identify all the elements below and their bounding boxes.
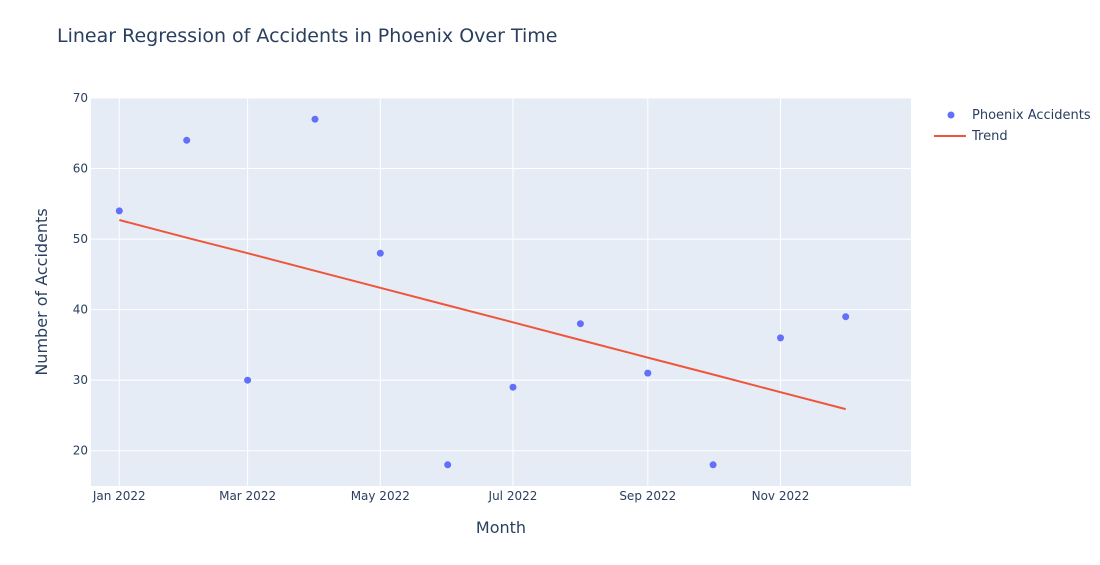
y-tick-label: 60 xyxy=(73,162,88,176)
y-tick-label: 20 xyxy=(73,444,88,458)
legend-marker-icon xyxy=(947,111,955,119)
x-tick-label: Mar 2022 xyxy=(219,489,276,503)
chart-title: Linear Regression of Accidents in Phoeni… xyxy=(57,25,557,47)
x-tick-label: Jan 2022 xyxy=(92,489,146,503)
y-axis-label: Number of Accidents xyxy=(32,208,51,375)
data-point[interactable] xyxy=(576,320,584,328)
data-point[interactable] xyxy=(444,461,452,469)
x-tick-label: Nov 2022 xyxy=(752,489,810,503)
trend-line xyxy=(119,219,846,411)
data-point[interactable] xyxy=(842,313,850,321)
y-tick-label: 40 xyxy=(73,303,88,317)
data-point[interactable] xyxy=(777,334,784,342)
y-tick-label: 30 xyxy=(73,373,88,387)
legend-item-phoenix-accidents[interactable]: Phoenix Accidents xyxy=(947,108,1091,123)
legend-label-trend: Trend xyxy=(971,129,1008,144)
x-axis-label: Month xyxy=(476,518,526,537)
axis-ticks: 20 30 40 50 60 70 Jan 2022 Mar 2022 May 2022 Jul … xyxy=(73,91,810,503)
x-tick-label: May 2022 xyxy=(351,489,410,503)
legend[interactable]: Phoenix Accidents Trend xyxy=(934,108,1091,144)
legend-label-phoenix-accidents: Phoenix Accidents xyxy=(972,108,1091,123)
x-tick-label: Sep 2022 xyxy=(619,489,676,503)
data-point[interactable] xyxy=(509,383,517,391)
legend-item-trend[interactable]: Trend xyxy=(934,129,1008,144)
grid xyxy=(91,97,911,486)
y-tick-label: 70 xyxy=(73,91,88,105)
data-point[interactable] xyxy=(709,461,717,469)
data-point[interactable] xyxy=(376,249,384,257)
trend-series xyxy=(119,219,846,411)
data-point[interactable] xyxy=(244,376,252,384)
data-point[interactable] xyxy=(644,369,652,377)
data-point[interactable] xyxy=(183,136,191,144)
data-point[interactable] xyxy=(115,207,123,215)
y-tick-label: 50 xyxy=(73,232,88,246)
plot-area xyxy=(91,98,911,486)
scatter-series xyxy=(115,115,850,469)
data-point[interactable] xyxy=(311,115,319,123)
x-tick-label: Jul 2022 xyxy=(488,489,538,503)
